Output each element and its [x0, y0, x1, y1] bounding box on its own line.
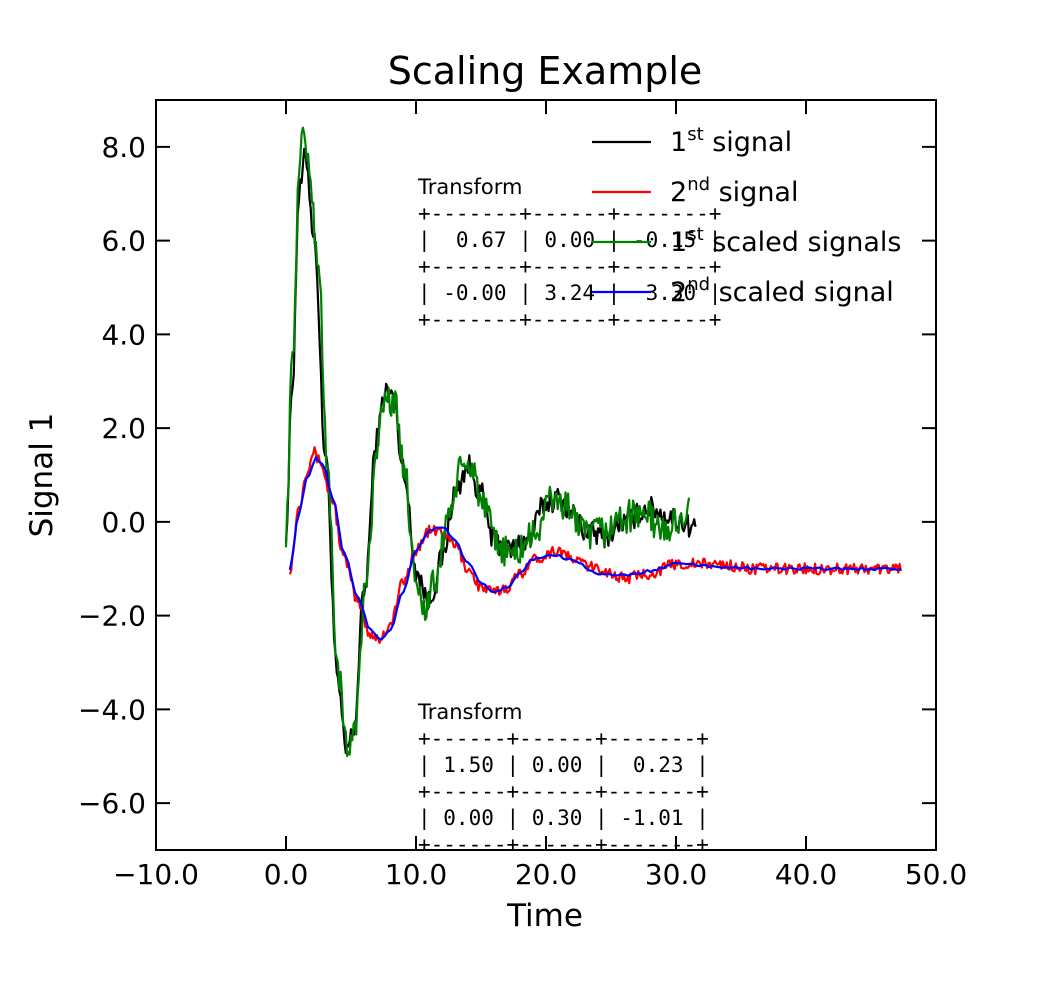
x-tick-label: −10.0 — [113, 858, 199, 891]
y-tick-label: 6.0 — [101, 225, 146, 258]
legend-label: 1st scaled signals — [670, 224, 901, 258]
y-tick-label: 4.0 — [101, 318, 146, 351]
legend-label-superscript: st — [687, 224, 703, 245]
y-tick-label: 8.0 — [101, 131, 146, 164]
y-tick-label: −4.0 — [78, 693, 146, 726]
legend-entry: 2nd signal — [592, 174, 798, 208]
legend-label: 2nd scaled signal — [670, 274, 894, 308]
y-tick-label: −6.0 — [78, 787, 146, 820]
legend-label-superscript: nd — [687, 274, 710, 295]
x-tick-label: 30.0 — [645, 858, 707, 891]
x-tick-label: 20.0 — [515, 858, 577, 891]
annotation-table-line: | 0.00 | 0.30 | -1.01 | — [418, 806, 709, 831]
annotation-table-line: +------+------+-------+ — [418, 779, 709, 803]
x-tick-label: 40.0 — [775, 858, 837, 891]
annotation-table-line: | -0.00 | 3.24 | 3.30 | — [418, 281, 721, 306]
y-axis-label: Signal 1 — [24, 413, 60, 538]
annotation-layer: Transform+-------+------+-------+| 0.67 … — [417, 175, 721, 857]
series-line-4 — [288, 456, 902, 641]
annotation-table-line: +-------+------+-------+ — [418, 254, 721, 278]
series-line-3 — [284, 126, 691, 758]
annotation-heading: Transform — [417, 700, 522, 724]
chart-title: Scaling Example — [388, 49, 703, 93]
x-axis-label: Time — [506, 898, 583, 934]
legend-label-superscript: nd — [687, 174, 710, 195]
legend-entry: 1st signal — [592, 124, 792, 158]
legend-label-text: signal — [710, 177, 798, 208]
annotation-table-line: +-------+------+-------+ — [418, 201, 721, 225]
legend-label-text: scaled signals — [704, 227, 902, 258]
y-tick-label: −2.0 — [78, 600, 146, 633]
legend-label-number: 1 — [670, 227, 687, 258]
series-line-2 — [288, 446, 902, 644]
legend-entry: 2nd scaled signal — [592, 274, 894, 308]
annotation-table-line: +------+------+-------+ — [418, 832, 709, 856]
transform-annotation: Transform+-------+------+-------+| 0.67 … — [417, 175, 721, 332]
legend-label: 1st signal — [670, 124, 792, 158]
series-layer — [284, 126, 902, 758]
annotation-heading: Transform — [417, 175, 522, 199]
y-tick-label: 2.0 — [101, 412, 146, 445]
transform-annotation: Transform+------+------+-------+| 1.50 |… — [417, 700, 709, 857]
annotation-table-line: | 0.67 | 0.00 | -0.15 | — [418, 228, 721, 253]
y-tick-label: 0.0 — [101, 506, 146, 539]
axis-ticks: −10.0 0.0 10.0 20.0 30.0 40.0 50.0−6.0−4.0−2.0… — [78, 100, 967, 891]
legend-label-number: 1 — [670, 127, 687, 158]
annotation-table-line: | 1.50 | 0.00 | 0.23 | — [418, 753, 709, 778]
annotation-table-line: +-------+------+-------+ — [418, 307, 721, 331]
legend-label-number: 2 — [670, 277, 687, 308]
legend-label-number: 2 — [670, 177, 687, 208]
legend-label-text: scaled signal — [710, 277, 894, 308]
x-tick-label: 50.0 — [905, 858, 967, 891]
legend-label-superscript: st — [687, 124, 703, 145]
legend-label-text: signal — [704, 127, 792, 158]
legend-entry: 1st scaled signals — [592, 224, 901, 258]
plot-frame — [155, 99, 937, 851]
annotation-table-line: +------+------+-------+ — [418, 726, 709, 750]
x-tick-label: 0.0 — [264, 858, 309, 891]
legend-label: 2nd signal — [670, 174, 798, 208]
x-tick-label: 10.0 — [385, 858, 447, 891]
